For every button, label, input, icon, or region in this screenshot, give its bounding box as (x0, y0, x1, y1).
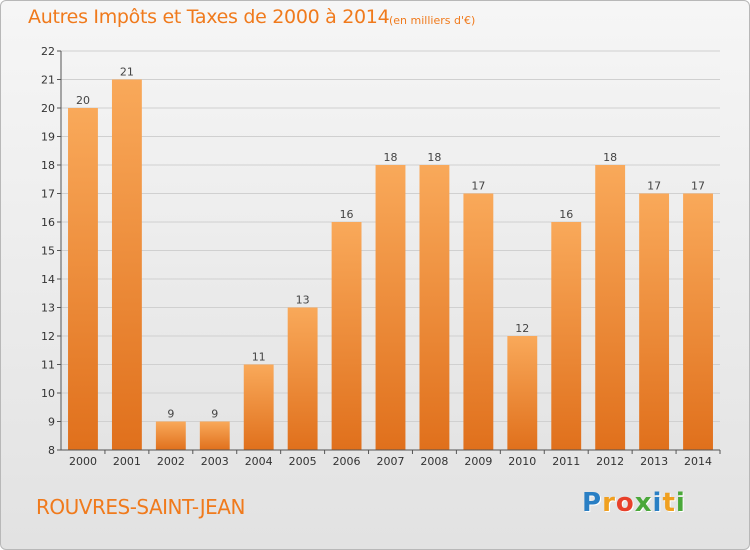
logo-letter: x (634, 488, 653, 518)
bar-2011 (551, 222, 582, 450)
logo-letter: i (652, 488, 663, 518)
x-tick-label: 2008 (420, 455, 448, 468)
bar-value-label: 18 (384, 151, 398, 164)
x-tick-label: 2001 (113, 455, 141, 468)
y-tick-label: 16 (41, 216, 55, 229)
bar-2006 (331, 222, 362, 450)
y-tick-label: 11 (41, 359, 55, 372)
bar-value-labels: 20 21 9 9 11 13 16 18 18 17 12 16 18 17 17 (76, 66, 705, 421)
logo-letter: P (582, 488, 603, 518)
bar-2009 (463, 193, 494, 450)
x-tick-label: 2010 (508, 455, 536, 468)
bar-2005 (287, 307, 318, 450)
y-tick-label: 17 (41, 188, 55, 201)
logo-letter: i (675, 488, 686, 518)
commune-name: ROUVRES-SAINT-JEAN (36, 495, 245, 519)
y-tick-label: 22 (41, 45, 55, 58)
proxiti-logo[interactable]: Proxiti (582, 488, 686, 518)
bar-2002 (155, 421, 186, 450)
bar-2000 (68, 108, 98, 450)
bar-value-label: 18 (427, 151, 441, 164)
bar-2012 (595, 165, 626, 450)
x-tick-label: 2005 (289, 455, 317, 468)
y-tick-label: 12 (41, 330, 55, 343)
bar-value-label: 17 (691, 180, 705, 193)
logo-letter: o (615, 488, 635, 518)
y-tick-label: 13 (41, 302, 55, 315)
x-tick-label: 2000 (69, 455, 97, 468)
x-tick-label: 2002 (157, 455, 185, 468)
bar-2004 (243, 364, 274, 450)
bar-value-label: 17 (647, 180, 661, 193)
bar-2007 (375, 165, 406, 450)
bar-value-label: 20 (76, 94, 90, 107)
y-tick-label: 8 (48, 444, 55, 457)
bar-value-label: 9 (167, 408, 174, 421)
x-tick-label: 2007 (377, 455, 405, 468)
y-tick-label: 15 (41, 245, 55, 258)
bar-2010 (507, 336, 538, 450)
logo-letter: r (602, 488, 616, 518)
x-tick-label: 2014 (684, 455, 712, 468)
y-tick-label: 18 (41, 159, 55, 172)
bar-value-label: 17 (471, 180, 485, 193)
y-tick-label: 19 (41, 131, 55, 144)
x-tick-label: 2013 (640, 455, 668, 468)
x-tick-label: 2011 (552, 455, 580, 468)
bar-2013 (639, 193, 670, 450)
y-tick-label: 10 (41, 387, 55, 400)
bar-value-label: 21 (120, 66, 134, 79)
x-tick-label: 2006 (333, 455, 361, 468)
bar-value-label: 16 (559, 208, 573, 221)
bar-2008 (419, 165, 450, 450)
bar-value-label: 12 (515, 322, 529, 335)
x-axis-ticks: 2000 2001 2002 2003 2004 2005 2006 2007 2008 2009… (69, 450, 721, 468)
y-tick-label: 14 (41, 273, 55, 286)
bar-2014 (683, 193, 713, 450)
chart-subtitle: (en milliers d'€) (389, 14, 476, 27)
bar-value-label: 9 (211, 408, 218, 421)
bar-2003 (199, 421, 230, 450)
bars (68, 79, 713, 450)
logo-letter: t (662, 488, 676, 518)
x-tick-label: 2003 (201, 455, 229, 468)
y-tick-label: 20 (41, 102, 55, 115)
x-tick-label: 2009 (464, 455, 492, 468)
bar-value-label: 16 (340, 208, 354, 221)
x-tick-label: 2012 (596, 455, 624, 468)
bar-value-label: 13 (296, 294, 310, 307)
chart-title: Autres Impôts et Taxes de 2000 à 2014 (28, 6, 390, 28)
y-tick-label: 21 (41, 74, 55, 87)
y-axis-ticks: 8 9 10 11 12 13 14 15 16 17 18 19 20 21 22 (41, 45, 61, 457)
bar-2001 (111, 79, 142, 450)
y-tick-label: 9 (48, 416, 55, 429)
bar-value-label: 18 (603, 151, 617, 164)
x-tick-label: 2004 (245, 455, 273, 468)
bar-value-label: 11 (252, 351, 266, 364)
